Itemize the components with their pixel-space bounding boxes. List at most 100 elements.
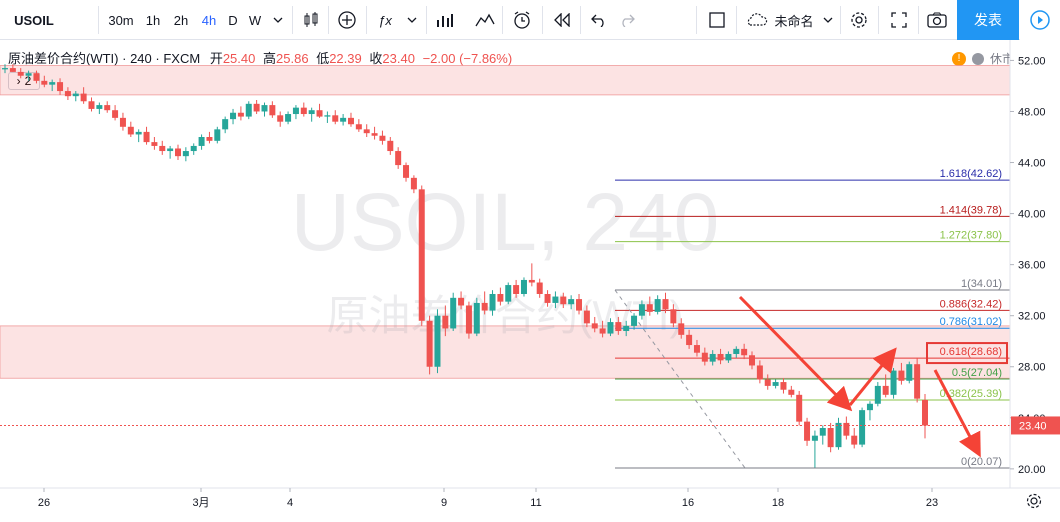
candle[interactable]: [80, 87, 87, 104]
candle[interactable]: [638, 300, 645, 320]
candle[interactable]: [403, 162, 410, 182]
candle[interactable]: [17, 68, 24, 79]
candle[interactable]: [922, 394, 928, 439]
candle[interactable]: [678, 318, 685, 339]
warning-icon[interactable]: !: [952, 51, 966, 66]
candle[interactable]: [764, 374, 771, 390]
candle[interactable]: [33, 70, 40, 84]
candle[interactable]: [167, 145, 174, 159]
candle[interactable]: [528, 263, 535, 287]
candle[interactable]: [654, 295, 661, 315]
settings-gear-icon[interactable]: [844, 0, 874, 40]
candle[interactable]: [544, 290, 551, 307]
candle[interactable]: [119, 112, 126, 131]
candle[interactable]: [623, 320, 630, 337]
candle[interactable]: [418, 185, 425, 326]
candle[interactable]: [277, 111, 284, 127]
candle[interactable]: [355, 119, 362, 132]
symbol-search-button[interactable]: USOIL: [14, 12, 54, 28]
candle[interactable]: [57, 78, 64, 95]
candle[interactable]: [371, 126, 378, 140]
candle[interactable]: [811, 430, 818, 468]
publish-button[interactable]: 发表: [957, 0, 1019, 40]
candle[interactable]: [646, 296, 653, 316]
price-axis[interactable]: [1010, 40, 1060, 522]
axis-settings-gear-icon[interactable]: [1026, 493, 1042, 509]
candle[interactable]: [536, 278, 543, 298]
candle[interactable]: [442, 305, 449, 337]
candle[interactable]: [725, 351, 732, 363]
candle[interactable]: [332, 110, 339, 125]
candle[interactable]: [96, 102, 103, 115]
candle[interactable]: [733, 346, 740, 358]
candle[interactable]: [285, 111, 292, 125]
candle[interactable]: [395, 147, 402, 169]
candle[interactable]: [269, 101, 276, 118]
candle[interactable]: [151, 137, 158, 150]
candle[interactable]: [662, 292, 669, 314]
candle[interactable]: [882, 374, 889, 398]
candle[interactable]: [434, 309, 441, 374]
financials-bar-icon[interactable]: [432, 0, 458, 40]
candle[interactable]: [473, 297, 480, 337]
price-chart[interactable]: USOIL, 240 原油差价合约(WTI) 1.618(42.62) 1.414(3…: [0, 40, 1060, 522]
candle[interactable]: [576, 293, 583, 315]
candle[interactable]: [906, 361, 913, 384]
cloud-icon[interactable]: [742, 0, 770, 40]
candle[interactable]: [458, 291, 465, 310]
candle[interactable]: [898, 362, 905, 385]
candle[interactable]: [693, 339, 700, 357]
candle[interactable]: [843, 416, 850, 440]
candle[interactable]: [230, 108, 237, 125]
candle[interactable]: [741, 343, 748, 360]
candle[interactable]: [505, 282, 512, 305]
candle[interactable]: [835, 417, 842, 450]
candle[interactable]: [64, 87, 71, 100]
candle[interactable]: [717, 348, 724, 365]
candle[interactable]: [410, 175, 417, 194]
candles-icon[interactable]: [298, 0, 324, 40]
candle[interactable]: [756, 360, 763, 384]
candle[interactable]: [804, 417, 811, 446]
interval-dropdown-icon[interactable]: [268, 0, 288, 40]
candle[interactable]: [198, 134, 205, 150]
interval-4h[interactable]: 4h: [201, 12, 217, 28]
candle[interactable]: [143, 126, 150, 145]
resistance-zone[interactable]: [0, 65, 1011, 96]
collapse-indicators-button[interactable]: › 2: [8, 72, 40, 90]
candle[interactable]: [253, 99, 260, 115]
candle[interactable]: [104, 101, 111, 113]
candle[interactable]: [206, 131, 213, 144]
candle[interactable]: [316, 103, 323, 118]
candle[interactable]: [552, 291, 559, 309]
interval-30m[interactable]: 30m: [108, 12, 134, 28]
candle[interactable]: [88, 97, 95, 112]
candle[interactable]: [686, 329, 693, 349]
candle[interactable]: [874, 382, 881, 407]
candle[interactable]: [379, 130, 386, 145]
candle[interactable]: [615, 316, 622, 335]
candle[interactable]: [819, 425, 826, 445]
indicators-dropdown-icon[interactable]: [402, 0, 422, 40]
candle[interactable]: [851, 428, 858, 449]
interval-2h[interactable]: 2h: [173, 12, 189, 28]
candle[interactable]: [387, 137, 394, 155]
indicators-fx-icon[interactable]: ƒx: [378, 12, 392, 28]
candle[interactable]: [41, 75, 48, 88]
candle[interactable]: [631, 313, 638, 330]
candle[interactable]: [9, 64, 16, 72]
candle[interactable]: [214, 126, 221, 144]
candle[interactable]: [599, 320, 606, 338]
layout-name[interactable]: 未命名: [774, 13, 814, 29]
candle[interactable]: [481, 291, 488, 315]
candle[interactable]: [324, 111, 331, 123]
candle[interactable]: [292, 105, 299, 120]
candle[interactable]: [788, 385, 795, 398]
candle[interactable]: [182, 147, 189, 162]
down-arrow-annotation[interactable]: [738, 295, 853, 412]
candle[interactable]: [914, 357, 921, 403]
candle[interactable]: [340, 114, 347, 126]
candle[interactable]: [49, 79, 56, 92]
candle[interactable]: [222, 116, 229, 134]
candle[interactable]: [261, 102, 268, 117]
